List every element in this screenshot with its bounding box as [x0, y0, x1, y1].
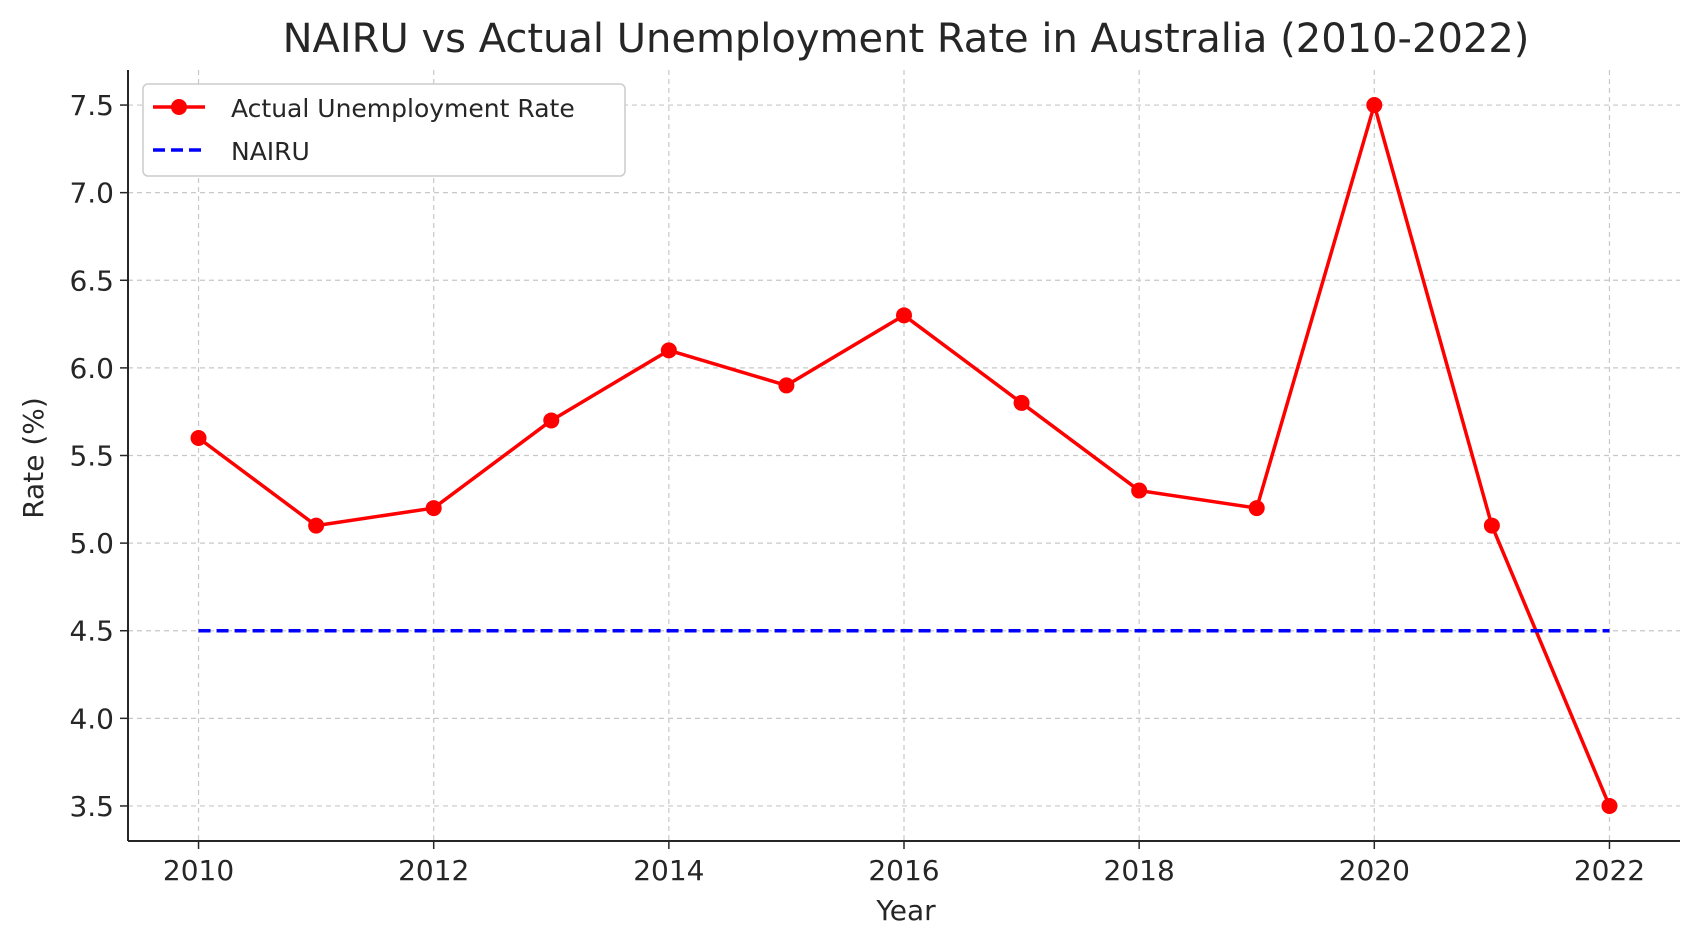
- data-point-actual: [190, 429, 207, 446]
- data-point-actual: [425, 500, 442, 517]
- data-point-actual: [543, 412, 560, 429]
- y-tick-label: 4.0: [69, 702, 114, 735]
- data-point-actual: [1366, 97, 1383, 114]
- y-tick-label: 5.5: [69, 440, 114, 473]
- series-layer: [190, 97, 1618, 814]
- y-tick-label: 5.0: [69, 527, 114, 560]
- legend-label-actual: Actual Unemployment Rate: [231, 94, 575, 123]
- data-point-actual: [1248, 500, 1265, 517]
- y-tick-label: 7.5: [69, 89, 114, 122]
- data-point-actual: [896, 307, 912, 324]
- y-axis-label: Rate (%): [17, 397, 50, 519]
- legend: Actual Unemployment Rate NAIRU: [142, 83, 626, 177]
- x-tick-label: 2012: [398, 854, 469, 887]
- x-tick-label: 2020: [1339, 854, 1410, 887]
- chart-title: NAIRU vs Actual Unemployment Rate in Aus…: [283, 16, 1530, 62]
- data-point-actual: [660, 342, 677, 359]
- x-axis-label: Year: [875, 894, 936, 927]
- data-point-actual: [1013, 394, 1030, 411]
- legend-box: [142, 83, 626, 177]
- x-tick-label: 2010: [163, 854, 234, 887]
- legend-marker-actual: [171, 99, 187, 115]
- y-tick-label: 4.5: [69, 615, 114, 648]
- data-point-actual: [1131, 482, 1148, 499]
- x-tick-label: 2018: [1104, 854, 1175, 887]
- data-point-actual: [1483, 517, 1500, 534]
- data-point-actual: [1601, 797, 1618, 814]
- y-tick-label: 6.0: [69, 352, 114, 385]
- data-point-actual: [778, 377, 795, 394]
- y-tick-label: 7.0: [69, 177, 114, 210]
- y-tick-label: 6.5: [69, 264, 114, 297]
- x-tick-label: 2014: [633, 854, 704, 887]
- grid: [128, 70, 1680, 841]
- legend-label-nairu: NAIRU: [231, 137, 310, 166]
- axes: [120, 70, 1680, 849]
- x-tick-label: 2016: [868, 854, 939, 887]
- data-point-actual: [308, 517, 325, 534]
- y-tick-label: 3.5: [69, 790, 114, 823]
- tick-labels: 2010 2012 2014 2016 2018 2020 2022 3.5 4.0 4.5 5.0…: [69, 89, 1645, 887]
- x-tick-label: 2022: [1574, 854, 1645, 887]
